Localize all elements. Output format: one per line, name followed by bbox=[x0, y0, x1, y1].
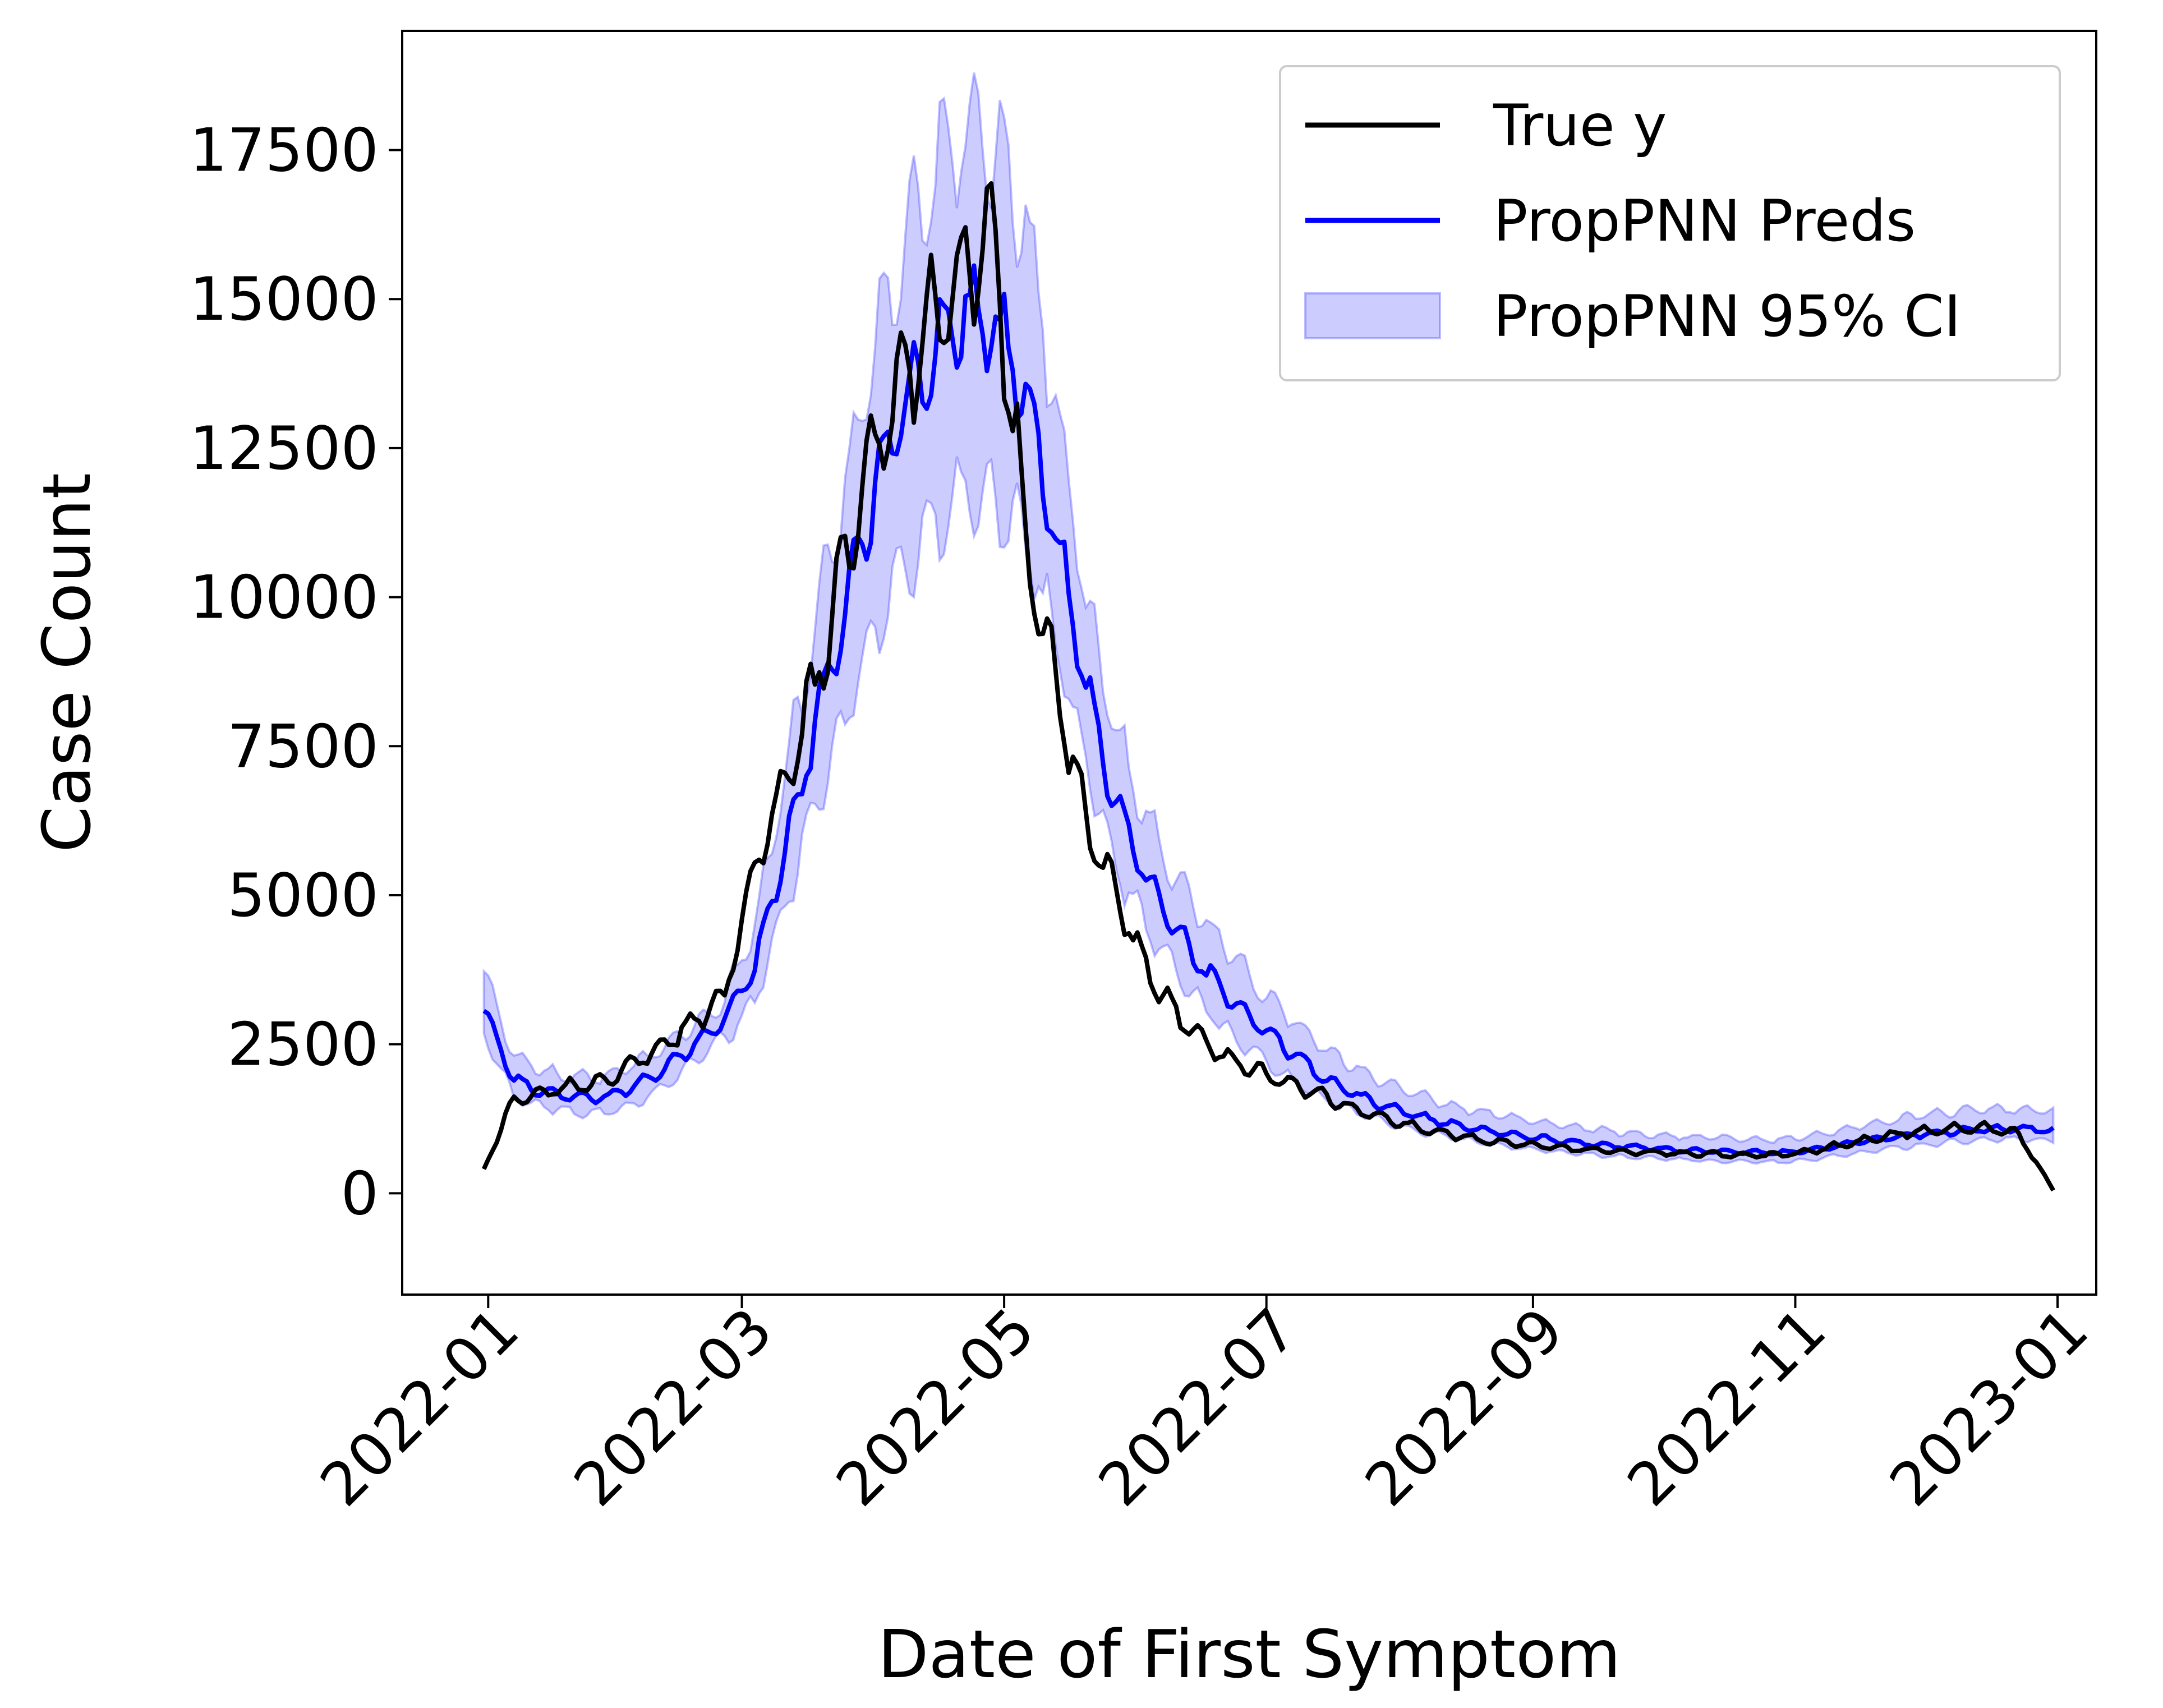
y-tick-label: 7500 bbox=[227, 712, 379, 781]
legend: True y PropPNN Preds PropPNN 95% CI bbox=[1279, 65, 2061, 381]
legend-swatch-ci bbox=[1304, 292, 1441, 339]
true-line-layer bbox=[481, 181, 2055, 1192]
plot-frame bbox=[401, 30, 2097, 1296]
pred-line-layer bbox=[482, 263, 2055, 1157]
y-tick-label: 5000 bbox=[227, 861, 379, 930]
y-tick-label: 17500 bbox=[190, 116, 379, 185]
y-tick-label: 10000 bbox=[190, 563, 379, 632]
legend-label-preds: PropPNN Preds bbox=[1493, 188, 1916, 255]
y-axis-label: Case Count bbox=[28, 473, 105, 853]
pred-line bbox=[482, 263, 2055, 1157]
y-tick-label: 2500 bbox=[227, 1010, 379, 1079]
y-tick-label: 12500 bbox=[190, 414, 379, 483]
true-line bbox=[481, 181, 2055, 1192]
y-axis: 0 2500 5000 7500 10000 12500 15000 17500 bbox=[190, 116, 402, 1228]
y-tick-label: 0 bbox=[341, 1159, 379, 1228]
ci-band-layer bbox=[482, 72, 2055, 1165]
ci-band bbox=[482, 72, 2055, 1165]
y-tick-label: 15000 bbox=[190, 265, 379, 334]
legend-label-true-y: True y bbox=[1493, 93, 1667, 159]
x-axis-label: Date of First Symptom bbox=[878, 1615, 1621, 1693]
legend-label-ci: PropPNN 95% CI bbox=[1493, 283, 1961, 350]
legend-box bbox=[1279, 65, 2061, 381]
